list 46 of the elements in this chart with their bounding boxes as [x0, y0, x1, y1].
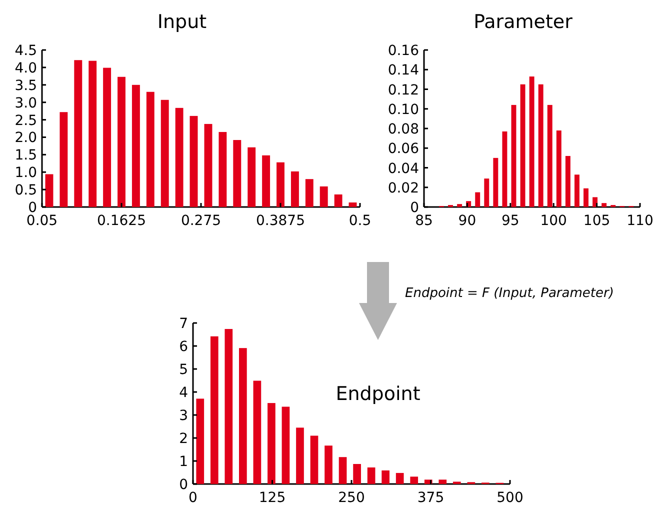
- y-tick-label: 6: [179, 339, 188, 355]
- y-tick-label: 0.04: [388, 160, 420, 177]
- y-tick-label: 7: [179, 316, 188, 332]
- x-tick-label: 95: [501, 213, 520, 229]
- x-tick-label: 250: [338, 490, 365, 506]
- chart-title: Parameter: [474, 11, 573, 33]
- y-tick-label: 0.14: [388, 62, 420, 79]
- y-tick-label: 1: [179, 454, 188, 470]
- x-tick-label: 105: [583, 213, 610, 229]
- x-tick-label: 90: [458, 213, 476, 229]
- x-tick-label: 100: [540, 213, 567, 229]
- y-tick-label: 2.5: [14, 112, 37, 129]
- x-tick-label: 375: [417, 490, 444, 506]
- y-tick-label: 0.16: [388, 43, 420, 59]
- x-tick-label: 85: [415, 213, 433, 229]
- y-tick-label: 0.10: [388, 102, 419, 118]
- y-tick-label: 0.06: [388, 141, 420, 158]
- y-tick-label: 1.5: [14, 148, 37, 164]
- x-tick-label: 0.3875: [256, 213, 305, 229]
- x-tick-label: 125: [258, 490, 286, 506]
- y-tick-label: 3.5: [14, 78, 37, 94]
- y-tick-label: 2: [179, 431, 188, 447]
- x-tick-label: 0.05: [26, 213, 58, 229]
- y-tick-label: 0.08: [388, 122, 419, 138]
- x-tick-label: 0.275: [180, 213, 222, 229]
- chart-title: Input: [157, 11, 207, 33]
- y-tick-label: 2.0: [14, 130, 37, 146]
- text: Endpoint: [336, 383, 420, 405]
- y-tick-label: 5: [179, 362, 188, 378]
- y-tick-label: 0.5: [14, 182, 37, 199]
- text: Endpoint = F (Input, Parameter): [405, 286, 614, 301]
- y-tick-label: 4.0: [14, 60, 37, 76]
- y-tick-label: 0: [410, 200, 419, 216]
- y-tick-label: 4.5: [14, 43, 37, 59]
- x-tick-label: 500: [496, 490, 524, 506]
- y-tick-label: 1.0: [14, 165, 37, 182]
- y-tick-label: 0: [179, 477, 188, 493]
- y-tick-label: 4: [179, 385, 188, 401]
- x-tick-label: 0.5: [348, 213, 372, 229]
- y-tick-label: 3: [179, 408, 188, 424]
- x-tick-label: 110: [626, 213, 654, 229]
- y-tick-label: 0.12: [388, 82, 419, 98]
- y-tick-label: 0: [28, 200, 37, 216]
- y-tick-label: 0.02: [388, 180, 419, 196]
- y-tick-label: 3.0: [14, 95, 37, 112]
- x-tick-label: 0.1625: [97, 213, 146, 229]
